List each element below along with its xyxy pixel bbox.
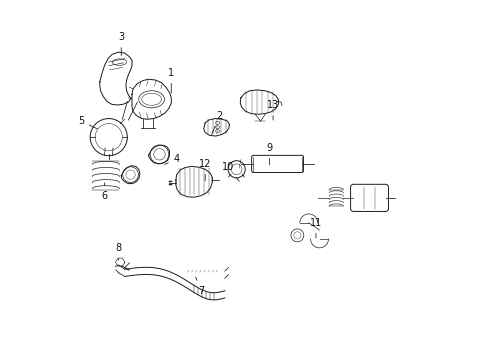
Text: 6: 6: [101, 183, 107, 201]
Text: 9: 9: [266, 143, 272, 165]
Text: 5: 5: [78, 116, 97, 129]
Text: 11: 11: [309, 218, 322, 238]
Text: 7: 7: [195, 277, 204, 296]
Text: 2: 2: [211, 111, 222, 135]
Text: 13: 13: [266, 100, 279, 120]
Text: 12: 12: [199, 159, 211, 181]
Text: 4: 4: [164, 154, 179, 165]
Text: 10: 10: [222, 162, 239, 181]
Text: 1: 1: [168, 68, 174, 93]
Text: 8: 8: [115, 243, 121, 260]
Text: 3: 3: [118, 32, 124, 56]
